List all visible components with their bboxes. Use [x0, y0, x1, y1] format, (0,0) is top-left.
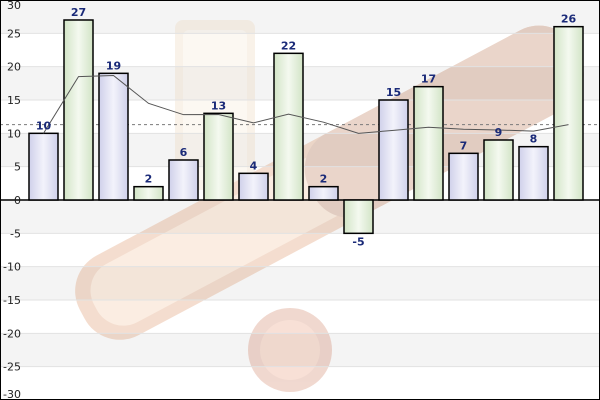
background-band [0, 300, 600, 334]
data-label: 4 [250, 159, 258, 172]
bar [168, 159, 199, 201]
bars-layer [28, 19, 584, 235]
bar [553, 25, 584, 201]
data-label: 6 [180, 146, 188, 159]
data-label: 9 [495, 126, 503, 139]
bar [518, 145, 549, 201]
data-label: 2 [145, 173, 153, 186]
y-tick-label: 30 [7, 0, 21, 12]
y-axis-tick-labels: 30 25 20 15 10 5 0 -5 -10 -15 -20 -25 -30 [3, 0, 21, 400]
y-tick-label: 10 [7, 127, 21, 140]
trend-line [43, 75, 569, 134]
y-tick-label: 0 [14, 194, 21, 207]
background-band [0, 333, 600, 367]
background-band [0, 233, 600, 267]
bar [343, 199, 374, 235]
data-label: 15 [386, 86, 401, 99]
background-band [0, 366, 600, 400]
bar [448, 152, 479, 201]
bar [308, 185, 339, 201]
data-label: 26 [561, 13, 577, 26]
bar [378, 99, 409, 201]
y-tick-label: 5 [14, 161, 21, 174]
y-tick-label: -25 [3, 361, 21, 374]
data-label: 27 [71, 6, 86, 19]
y-tick-label: 25 [7, 27, 21, 40]
y-tick-label: 20 [7, 61, 21, 74]
data-label: 19 [106, 59, 121, 72]
bar [63, 19, 94, 201]
bar [483, 139, 514, 201]
data-label: 10 [36, 119, 52, 132]
data-label: 22 [281, 39, 296, 52]
bar [133, 185, 164, 201]
bar [28, 132, 59, 201]
bar [413, 85, 444, 201]
y-tick-label: -20 [3, 327, 21, 340]
data-label: 17 [421, 73, 436, 86]
y-tick-label: -30 [3, 388, 21, 400]
data-label: 7 [460, 139, 468, 152]
background-band [0, 266, 600, 300]
y-tick-label: -10 [3, 261, 21, 274]
bar [203, 112, 234, 201]
background-band [0, 200, 600, 234]
data-label: 8 [530, 133, 538, 146]
y-tick-label: -15 [3, 294, 21, 307]
bar [238, 172, 269, 201]
data-label: 2 [320, 173, 328, 186]
data-label: -5 [352, 235, 364, 248]
y-tick-label: 15 [7, 94, 21, 107]
y-tick-label: -5 [10, 227, 21, 240]
bar [98, 72, 129, 201]
background-band [0, 0, 600, 34]
bar [273, 52, 304, 201]
data-label: 13 [211, 99, 226, 112]
